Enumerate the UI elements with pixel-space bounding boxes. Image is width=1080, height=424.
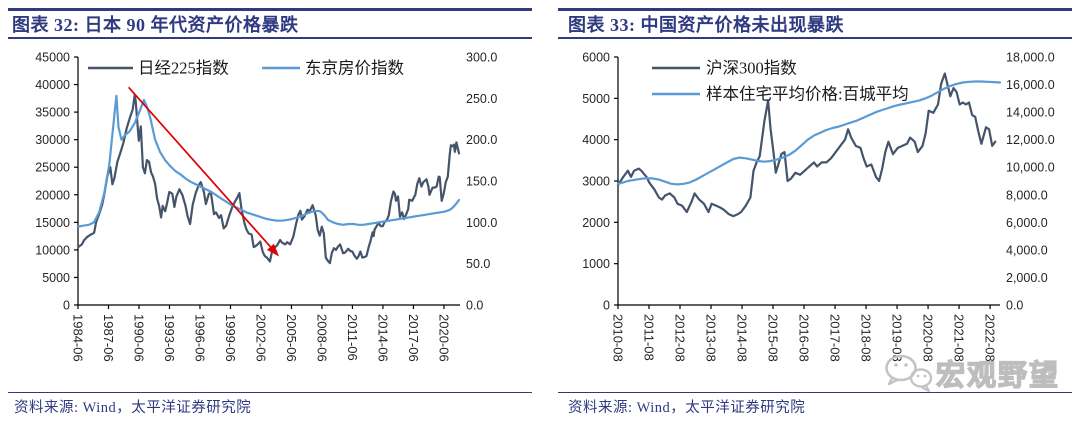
nikkei-225-line: [77, 93, 461, 265]
svg-text:6000: 6000: [582, 51, 610, 65]
svg-text:20000: 20000: [35, 188, 70, 202]
svg-text:2012-08: 2012-08: [673, 314, 688, 362]
csi-300-line: [616, 72, 997, 218]
figure-33-title-rule: [558, 37, 1072, 39]
china-asset-prices-axes: [614, 56, 1000, 309]
svg-text:150.0: 150.0: [466, 175, 497, 189]
svg-text:2011-06: 2011-06: [345, 314, 360, 361]
svg-text:25000: 25000: [35, 161, 70, 175]
japan-asset-prices-legend: 日经225指数 东京房价指数: [88, 59, 405, 78]
svg-text:2019-08: 2019-08: [890, 314, 905, 362]
figure-33-source-rule: [558, 392, 1072, 394]
svg-text:2011-08: 2011-08: [642, 314, 657, 361]
svg-text:2008-06: 2008-06: [314, 314, 329, 362]
figure-33-panel: 图表 33: 中国资产价格未出现暴跌 6000 5000 4000 3000 2000 1…: [540, 0, 1080, 424]
figure-32-source-rule: [8, 392, 532, 394]
svg-text:4000: 4000: [582, 133, 610, 147]
svg-text:1000: 1000: [582, 257, 610, 271]
svg-text:200.0: 200.0: [466, 133, 497, 147]
svg-text:100.0: 100.0: [466, 216, 497, 230]
figure-32-title: 图表 32: 日本 90 年代资产价格暴跌: [12, 15, 299, 35]
svg-text:12,000.0: 12,000.0: [1006, 133, 1055, 147]
figure-32-title-rule: [8, 37, 532, 39]
tokyo-house-price-legend-label: 东京房价指数: [305, 59, 405, 78]
japan-asset-prices-svg: 45000 40000 35000 30000 25000 20000 15000 10000…: [35, 51, 497, 362]
svg-text:1999-06: 1999-06: [223, 314, 238, 362]
tokyo-house-price-line: [77, 94, 461, 228]
svg-text:0: 0: [63, 299, 70, 313]
svg-text:2021-08: 2021-08: [952, 314, 967, 362]
japan-asset-prices-left-axis-labels: 45000 40000 35000 30000 25000 20000 15000 10000…: [35, 51, 70, 313]
svg-text:2010-08: 2010-08: [611, 314, 626, 362]
svg-text:0.0: 0.0: [1006, 299, 1023, 313]
svg-text:40000: 40000: [35, 78, 70, 92]
figure-33-source: 资料来源: Wind，太平洋证券研究院: [568, 400, 806, 416]
svg-text:2018-08: 2018-08: [859, 314, 874, 362]
svg-text:2022-08: 2022-08: [983, 314, 998, 362]
svg-text:1996-06: 1996-06: [192, 314, 207, 362]
house-price-100-city-line: [616, 80, 1002, 186]
svg-text:2020-08: 2020-08: [921, 314, 936, 362]
svg-text:250.0: 250.0: [466, 92, 497, 106]
svg-text:2014-06: 2014-06: [375, 314, 390, 362]
china-asset-prices-svg: 6000 5000 4000 3000 2000 1000 0 18,000.0 16,000.…: [582, 51, 1055, 362]
china-asset-prices-right-axis-labels: 18,000.0 16,000.0 14,000.0 12,000.0 10,000.0…: [1006, 51, 1055, 313]
svg-text:15000: 15000: [35, 216, 70, 230]
svg-text:8,000.0: 8,000.0: [1006, 188, 1048, 202]
svg-text:5000: 5000: [42, 271, 70, 285]
figure-32-source: 资料来源: Wind，太平洋证券研究院: [14, 400, 252, 416]
svg-text:0.0: 0.0: [466, 299, 483, 313]
svg-text:2017-08: 2017-08: [828, 314, 843, 362]
house-price-100-city-legend-label: 样本住宅平均价格:百城平均: [706, 85, 909, 104]
svg-text:50.0: 50.0: [466, 257, 490, 271]
china-asset-prices-x-axis-labels: 2010-08 2011-08 2012-08 2013-08 2014-08 2015-…: [611, 314, 998, 362]
svg-text:2013-08: 2013-08: [704, 314, 719, 362]
svg-text:10,000.0: 10,000.0: [1006, 161, 1055, 175]
svg-text:2015-08: 2015-08: [766, 314, 781, 362]
svg-text:10000: 10000: [35, 243, 70, 257]
figure-32-top-rule: [8, 8, 532, 11]
japan-asset-price-chart: 45000 40000 35000 30000 25000 20000 15000 10000…: [0, 40, 540, 390]
svg-text:1987-06: 1987-06: [101, 314, 116, 362]
nikkei-225-legend-label: 日经225指数: [138, 59, 229, 78]
svg-text:300.0: 300.0: [466, 51, 497, 65]
svg-text:6,000.0: 6,000.0: [1006, 216, 1048, 230]
svg-text:0: 0: [603, 299, 610, 313]
svg-text:2,000.0: 2,000.0: [1006, 271, 1048, 285]
japan-asset-prices-axes: [74, 56, 460, 309]
svg-text:2017-06: 2017-06: [406, 314, 421, 362]
svg-text:2014-08: 2014-08: [735, 314, 750, 362]
svg-text:1984-06: 1984-06: [71, 314, 86, 362]
figure-33-top-rule: [558, 8, 1072, 11]
svg-text:18,000.0: 18,000.0: [1006, 51, 1055, 65]
china-asset-prices-left-axis-labels: 6000 5000 4000 3000 2000 1000 0: [582, 51, 610, 313]
svg-text:30000: 30000: [35, 133, 70, 147]
svg-text:2020-06: 2020-06: [436, 314, 451, 362]
svg-text:35000: 35000: [35, 106, 70, 120]
svg-text:2016-08: 2016-08: [797, 314, 812, 362]
svg-text:2002-06: 2002-06: [253, 314, 268, 362]
svg-text:14,000.0: 14,000.0: [1006, 106, 1055, 120]
japan-asset-prices-right-axis-labels: 300.0 250.0 200.0 150.0 100.0 50.0 0.0: [466, 51, 497, 313]
svg-text:1993-06: 1993-06: [162, 314, 177, 362]
svg-text:3000: 3000: [582, 175, 610, 189]
svg-text:1990-06: 1990-06: [131, 314, 146, 362]
svg-text:2005-06: 2005-06: [284, 314, 299, 362]
figure-32-panel: 图表 32: 日本 90 年代资产价格暴跌 45000 40000 35000 300…: [0, 8, 540, 416]
figure-33-title: 图表 33: 中国资产价格未出现暴跌: [568, 15, 844, 35]
svg-text:45000: 45000: [35, 51, 70, 65]
svg-text:4,000.0: 4,000.0: [1006, 243, 1048, 257]
china-asset-price-chart: 6000 5000 4000 3000 2000 1000 0 18,000.0 16,000.…: [540, 40, 1080, 390]
csi-300-legend-label: 沪深300指数: [706, 59, 797, 78]
japan-asset-prices-x-axis-labels: 1984-06 1987-06 1990-06 1993-06 1996-06 1999-…: [71, 314, 452, 362]
crash-arrow-annotation: [127, 86, 280, 257]
svg-text:16,000.0: 16,000.0: [1006, 78, 1055, 92]
svg-text:5000: 5000: [582, 92, 610, 106]
svg-text:2000: 2000: [582, 216, 610, 230]
